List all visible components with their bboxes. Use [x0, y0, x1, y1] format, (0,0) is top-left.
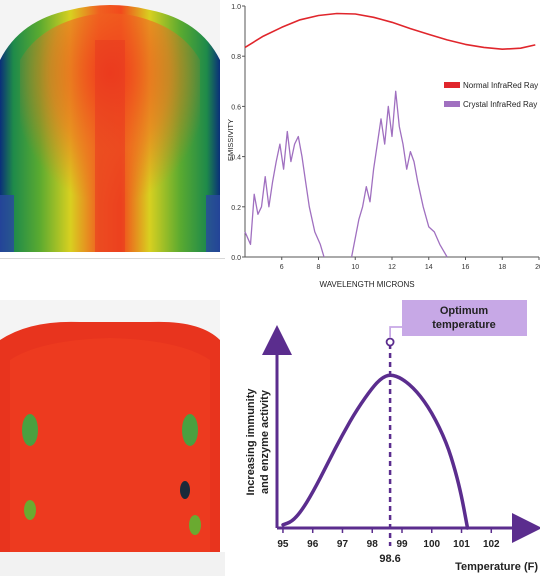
y-tick-label: 0.0 [231, 255, 241, 262]
y-axis-label: Increasing immunity and enzyme activity [245, 388, 271, 496]
legend-label-crystal: Crystal InfraRed Ray [463, 100, 537, 109]
x-tick-label: 18 [498, 264, 506, 271]
x-axis-label: Temperature (F) [455, 561, 538, 573]
x-tick-label: 102 [483, 539, 500, 550]
x-tick-label: 95 [277, 539, 289, 550]
optimum-callout: Optimum temperature [402, 300, 527, 336]
x-tick-label: 101 [453, 539, 470, 550]
callout-label-line1: Optimum [440, 305, 488, 317]
x-tick-label: 6 [280, 264, 284, 271]
callout-label-line2: temperature [432, 319, 496, 331]
y-axis-label-line2: and enzyme activity [259, 389, 271, 494]
x-tick-label: 97 [337, 539, 349, 550]
thermal-image-before [0, 0, 220, 252]
x-tick-label: 98 [367, 539, 379, 550]
callout-box [402, 300, 527, 336]
thermal-image-after [0, 300, 220, 552]
x-axis-label: WAVELENGTH MICRONS [319, 280, 414, 289]
image-strip [0, 552, 225, 576]
x-tick-label: 20 [535, 264, 540, 271]
legend-swatch-normal [444, 82, 460, 88]
x-tick-label: 99 [396, 539, 408, 550]
y-tick-label: 1.0 [231, 4, 241, 11]
legend-swatch-crystal [444, 101, 460, 107]
crystal-ray-line [350, 90, 448, 258]
y-tick-label: 0.6 [231, 104, 241, 111]
legend: Normal InfraRed Ray Crystal InfraRed Ray [444, 81, 538, 109]
y-tick-label: 0.8 [231, 54, 241, 61]
x-tick-label: 96 [307, 539, 319, 550]
y-tick-label: 0.2 [231, 205, 241, 212]
x-tick-label: 10 [351, 264, 359, 271]
x-tick-label: 100 [423, 539, 440, 550]
x-tick-label: 16 [462, 264, 470, 271]
emissivity-chart: 0.0 0.2 0.4 0.6 0.8 1.0 6 8 10 12 14 16 18 20 WAVELE… [222, 0, 540, 292]
immunity-temperature-chart: 95 96 97 98 99 100 101 102 98.6 Optimum tempera… [222, 292, 540, 576]
y-axis-label-line1: Increasing immunity [245, 388, 257, 496]
callout-connector [389, 326, 402, 338]
legend-label-normal: Normal InfraRed Ray [463, 81, 538, 90]
image-divider [0, 258, 225, 259]
x-tick-label: 8 [317, 264, 321, 271]
x-tick-label: 14 [425, 264, 433, 271]
normal-ray-line [244, 12, 536, 50]
x-tick-label: 12 [388, 264, 396, 271]
optimum-marker-label: 98.6 [379, 553, 400, 565]
crystal-ray-line [244, 130, 325, 258]
immunity-curve [281, 373, 470, 530]
y-tick-label: 0.4 [231, 155, 241, 162]
y-axis-label: EMISSIVITY [226, 119, 235, 161]
optimum-marker-dot [385, 337, 395, 347]
